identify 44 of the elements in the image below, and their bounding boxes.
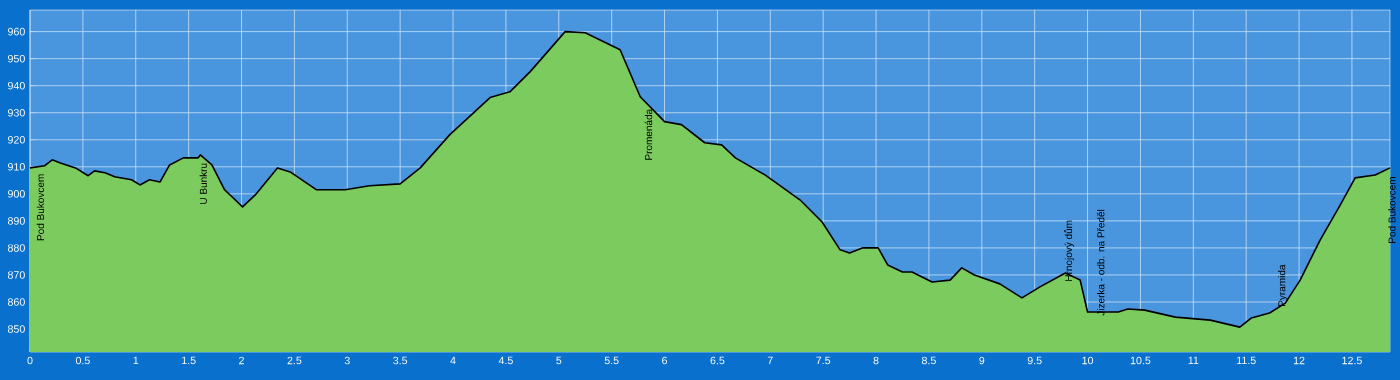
x-tick-label: 4 xyxy=(450,356,456,365)
annotation: U Bunkru xyxy=(199,163,207,204)
x-tick-label: 10.5 xyxy=(1130,356,1151,365)
x-tick-label: 6 xyxy=(662,356,668,365)
x-tick-label: 7 xyxy=(767,356,773,365)
y-tick-label: 960 xyxy=(8,27,25,36)
y-tick-label: 950 xyxy=(8,54,25,63)
x-tick-label: 6.5 xyxy=(710,356,725,365)
annotation: Hrnojový dům xyxy=(1063,220,1075,281)
annotation: Pod Bukovcem xyxy=(1388,177,1396,243)
annotation: Pod Bukovcem xyxy=(36,174,45,241)
x-tick-label: 11 xyxy=(1188,356,1199,365)
y-tick-label: 850 xyxy=(7,325,25,333)
y-tick-label: 930 xyxy=(8,108,25,117)
x-tick-label: 12.5 xyxy=(1342,356,1362,365)
x-tick-label: 8 xyxy=(873,356,879,365)
x-tick-label: 5 xyxy=(556,356,562,365)
x-tick-label: 2 xyxy=(239,356,244,365)
y-tick-label: 890 xyxy=(7,217,25,225)
y-tick-label: 900 xyxy=(8,190,25,198)
x-tick-label: 1 xyxy=(133,356,139,365)
y-tick-label: 940 xyxy=(8,81,25,90)
y-tick-label: 920 xyxy=(8,136,25,144)
y-tick-label: 880 xyxy=(7,244,25,252)
x-tick-label: 1.5 xyxy=(182,356,196,365)
x-tick-label: 12 xyxy=(1293,356,1305,365)
x-tick-label: 8.5 xyxy=(921,356,936,365)
x-tick-label: 0 xyxy=(27,356,33,365)
x-tick-label: 10 xyxy=(1082,356,1094,365)
y-tick-label: 870 xyxy=(7,271,25,279)
y-tick-label: 860 xyxy=(7,298,25,306)
x-tick-label: 7.5 xyxy=(816,356,831,365)
x-tick-label: 3.5 xyxy=(393,356,408,365)
x-tick-label: 3 xyxy=(344,356,350,365)
y-tick-label: 910 xyxy=(8,163,25,171)
x-tick-label: 9 xyxy=(979,356,985,365)
x-tick-label: 2.5 xyxy=(287,356,302,365)
annotation: Promenáda xyxy=(644,108,653,160)
x-tick-label: 11.5 xyxy=(1237,356,1256,365)
x-tick-label: 4.5 xyxy=(498,356,513,365)
x-tick-label: 0.5 xyxy=(75,356,90,365)
annotation: Pyramida xyxy=(1278,264,1288,306)
x-tick-label: 9.5 xyxy=(1027,356,1042,365)
x-tick-label: 5.5 xyxy=(604,356,619,365)
